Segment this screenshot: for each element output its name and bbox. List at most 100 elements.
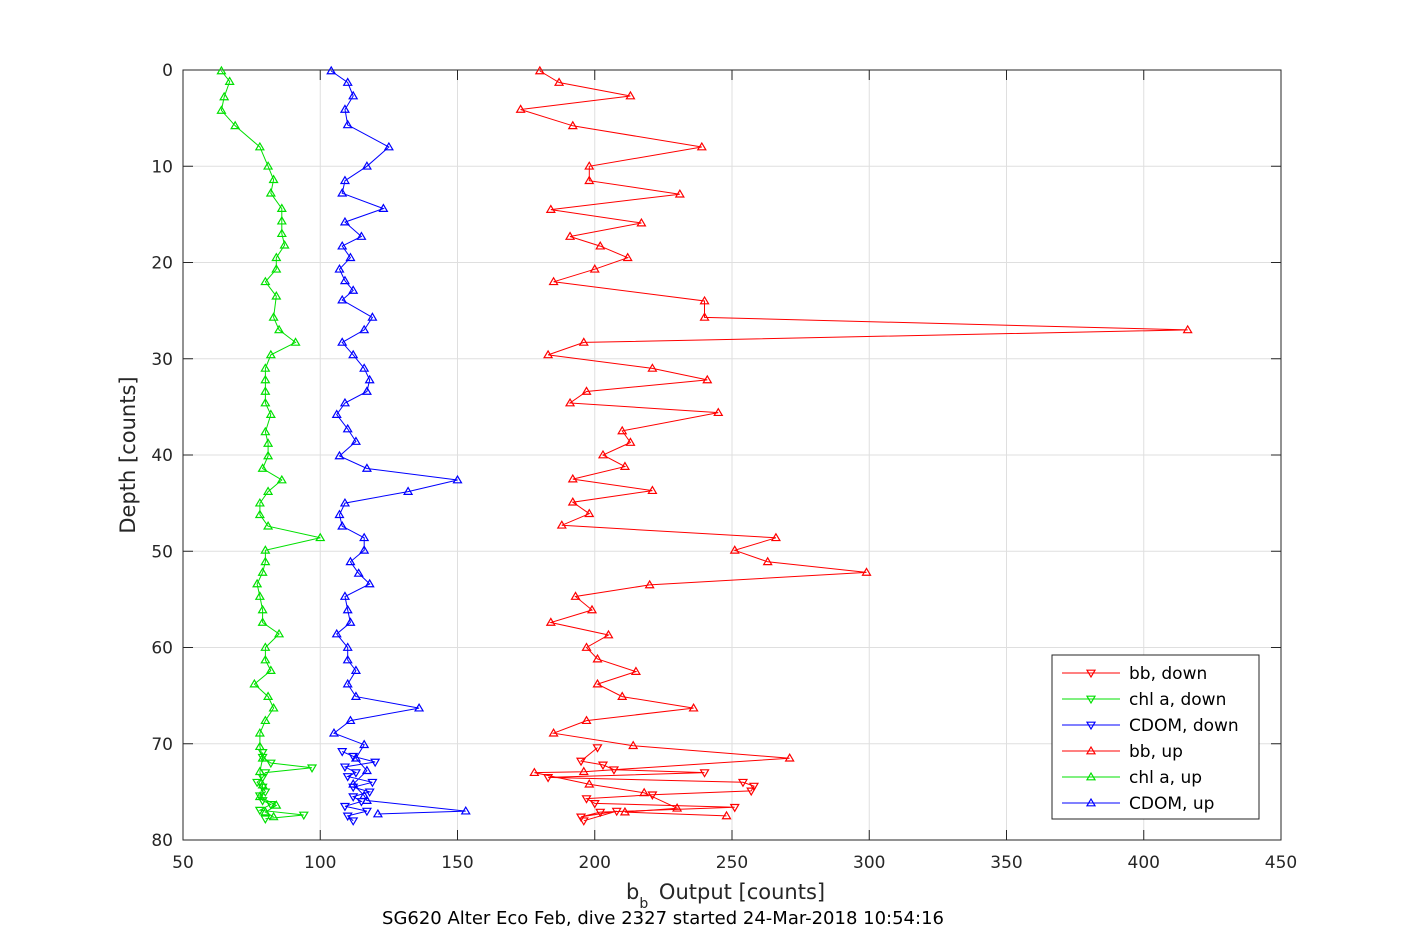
data-point-cdom-up <box>383 141 394 151</box>
legend-box <box>1051 654 1260 820</box>
data-point-chl-a-up <box>276 215 287 225</box>
legend-label-chl-a-up: chl a, up <box>1129 768 1202 788</box>
data-point-bb-up <box>534 65 545 75</box>
legend-marker-cdom-down <box>1085 721 1097 731</box>
data-point-cdom-up <box>350 753 361 762</box>
data-point-bb-down <box>578 817 589 826</box>
data-point-cdom-up <box>331 628 342 638</box>
x-tick-label: 200 <box>579 853 611 873</box>
data-point-bb-down <box>581 795 592 804</box>
data-point-chl-a-up <box>263 521 274 530</box>
data-point-cdom-down <box>370 758 381 768</box>
data-point-chl-a-up <box>263 161 274 170</box>
data-point-bb-up <box>644 579 655 589</box>
data-point-chl-a-up <box>216 105 227 114</box>
data-point-chl-a-up <box>263 486 274 495</box>
grid <box>183 70 1281 840</box>
data-point-bb-up <box>699 312 710 321</box>
data-point-cdom-up <box>350 691 361 700</box>
data-point-chl-a-up <box>249 678 260 688</box>
legend-label-cdom-up: CDOM, up <box>1129 794 1214 814</box>
data-point-chl-a-up <box>268 174 279 184</box>
x-axis-label-rest: Output [counts] <box>652 880 825 904</box>
data-point-bb-up <box>564 231 576 240</box>
data-point-cdom-up <box>342 119 353 129</box>
data-point-chl-a-up <box>260 276 271 286</box>
data-point-bb-up <box>597 449 609 459</box>
y-tick-label: 70 <box>151 735 173 755</box>
data-point-bb-up <box>784 753 795 762</box>
data-point-chl-a-up <box>219 91 230 101</box>
data-point-bb-up <box>581 642 592 651</box>
data-point-cdom-up <box>339 104 351 113</box>
data-point-cdom-up <box>348 778 359 788</box>
data-point-bb-up <box>861 567 872 576</box>
data-point-chl-a-up <box>260 715 271 725</box>
data-point-bb-up <box>578 766 589 776</box>
data-point-bb-up <box>545 204 556 213</box>
data-point-cdom-up <box>378 203 389 212</box>
data-point-bb-down <box>575 757 587 767</box>
data-point-cdom-up <box>372 808 383 818</box>
data-point-chl-a-up <box>271 800 282 809</box>
data-point-bb-up <box>545 617 556 626</box>
axis-ticks: 50 100 150 200 250 300 350 400 450 0 10 20 30 40 50 60 7… <box>151 61 1297 873</box>
data-point-bb-up <box>543 349 554 359</box>
data-point-chl-a-up <box>260 545 271 554</box>
y-tick-label: 30 <box>151 350 173 370</box>
data-point-chl-a-up <box>254 727 265 737</box>
data-point-chl-a-up <box>254 141 265 151</box>
data-point-chl-a-up <box>274 324 285 334</box>
legend-marker-chl-a-up <box>1085 771 1097 781</box>
data-point-bb-up <box>584 508 595 518</box>
data-point-chl-a-up <box>257 567 268 576</box>
data-point-cdom-up <box>342 678 353 688</box>
series-line-chl-a-up <box>220 70 321 818</box>
data-point-chl-a-up <box>257 753 268 762</box>
data-point-cdom-up <box>452 474 463 484</box>
chart-caption: SG620 Alter Eco Feb, dive 2327 started 2… <box>382 908 944 929</box>
series-bb-down <box>543 744 760 826</box>
data-point-bb-up <box>581 386 592 395</box>
data-point-cdom-up <box>339 275 351 285</box>
data-point-chl-a-up <box>260 642 271 651</box>
x-tick-label: 50 <box>172 853 194 873</box>
data-point-cdom-up <box>348 285 359 294</box>
x-axis-label-main: b <box>626 880 639 904</box>
data-point-cdom-up <box>339 397 351 407</box>
data-point-bb-down <box>589 800 600 809</box>
data-point-cdom-up <box>361 161 372 170</box>
data-point-chl-a-up <box>260 426 271 436</box>
data-point-chl-a-up <box>265 188 276 197</box>
data-point-chl-a-down <box>252 778 263 788</box>
data-point-chl-a-up <box>254 509 265 519</box>
data-point-cdom-up <box>364 578 375 588</box>
data-point-chl-a-down <box>260 815 271 825</box>
data-point-cdom-down <box>350 769 361 778</box>
data-point-chl-a-up <box>271 264 282 273</box>
data-point-cdom-up <box>350 665 361 675</box>
y-tick-label: 10 <box>151 157 173 177</box>
data-point-bb-up <box>554 77 565 86</box>
data-point-chl-a-up <box>274 628 285 638</box>
data-point-cdom-down <box>348 817 359 826</box>
data-point-bb-up <box>688 702 699 712</box>
x-tick-label: 300 <box>853 853 885 873</box>
data-point-cdom-up <box>337 521 348 530</box>
data-point-chl-a-up <box>257 617 268 626</box>
data-point-chl-a-down <box>265 759 276 769</box>
data-point-bb-up <box>529 767 540 777</box>
data-point-bb-up <box>564 397 576 407</box>
data-point-bb-up <box>625 90 636 100</box>
data-point-bb-up <box>770 532 781 542</box>
data-point-chl-a-up <box>268 312 279 321</box>
data-point-cdom-up <box>359 739 370 749</box>
data-point-chl-a-up <box>265 409 276 418</box>
data-point-bb-up <box>647 363 658 372</box>
data-point-bb-up <box>699 295 710 305</box>
data-point-chl-a-up <box>265 665 276 675</box>
data-point-chl-a-up <box>257 463 268 472</box>
data-point-cdom-up <box>345 617 356 626</box>
data-point-cdom-up <box>342 642 353 651</box>
